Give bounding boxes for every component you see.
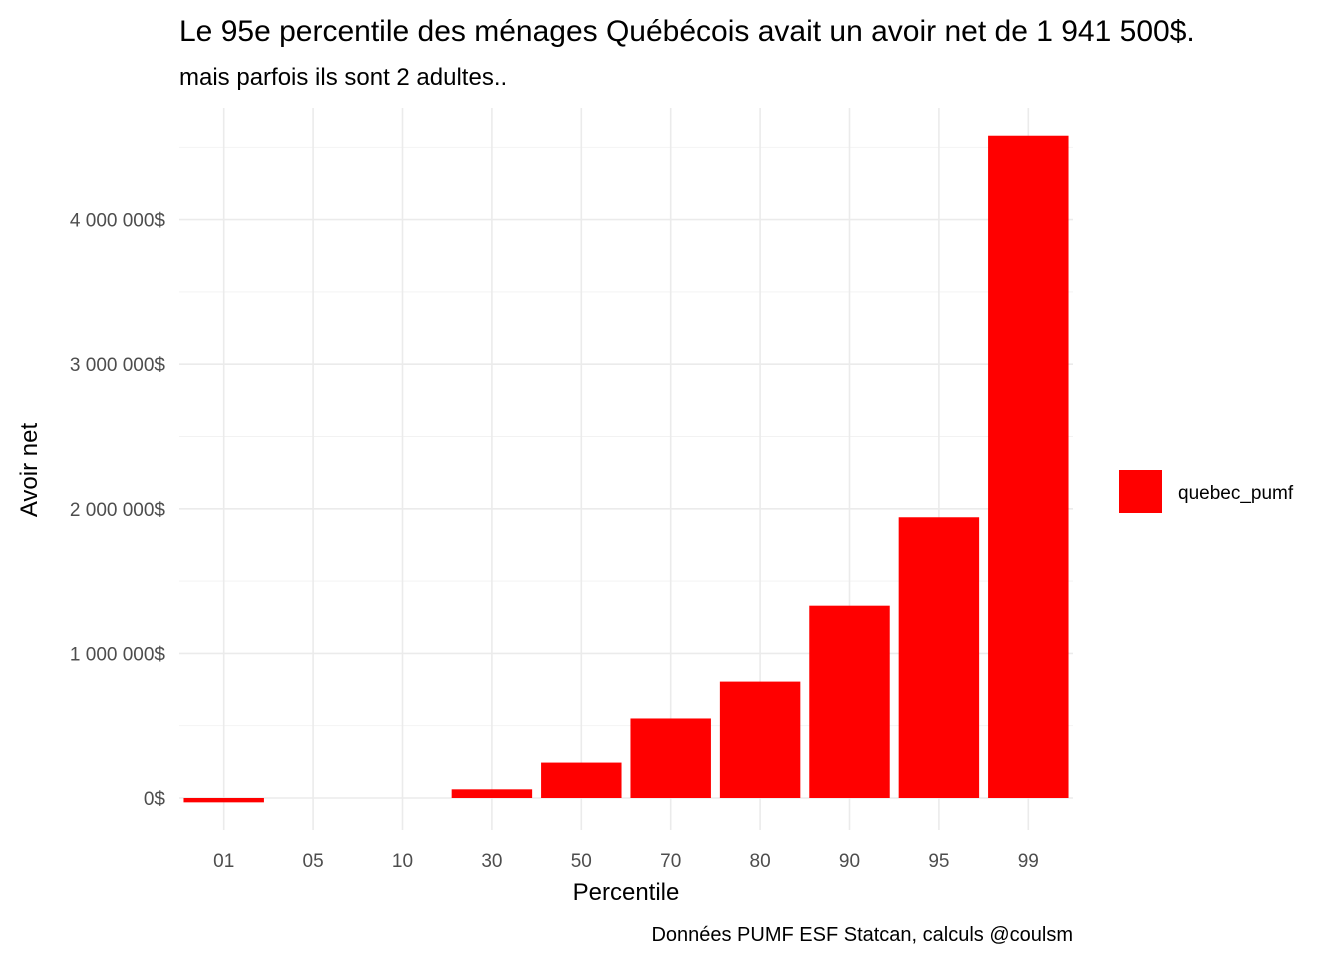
x-tick-label: 70 (660, 851, 681, 872)
x-tick-label: 30 (481, 851, 502, 872)
x-tick-label: 01 (213, 851, 234, 872)
bar (719, 681, 801, 798)
bar (898, 517, 980, 798)
bars (183, 135, 1069, 803)
gridlines (179, 108, 1073, 830)
bar (451, 789, 533, 798)
x-tick-label: 90 (839, 851, 860, 872)
y-tick-label: 1 000 000$ (70, 644, 166, 665)
x-tick-label: 50 (571, 851, 592, 872)
y-axis-title: Avoir net (16, 423, 43, 518)
x-tick-label: 10 (392, 851, 413, 872)
plot-panel (179, 108, 1073, 830)
chart-title: Le 95e percentile des ménages Québécois … (179, 15, 1195, 48)
legend: quebec_pumf (1119, 470, 1294, 513)
chart-subtitle: mais parfois ils sont 2 adultes.. (179, 64, 507, 91)
y-tick-label: 4 000 000$ (70, 211, 166, 232)
x-tick-label: 99 (1018, 851, 1039, 872)
legend-label: quebec_pumf (1178, 483, 1294, 504)
chart-caption: Données PUMF ESF Statcan, calculs @couls… (651, 924, 1073, 946)
y-axis-ticks: 0$ 1 000 000$ 2 000 000$ 3 000 000$ 4 000 00… (70, 211, 166, 810)
bar (630, 718, 711, 798)
y-tick-label: 2 000 000$ (70, 500, 166, 521)
bar (183, 798, 264, 803)
x-tick-label: 05 (303, 851, 324, 872)
y-tick-label: 0$ (144, 789, 166, 810)
x-axis-ticks: 01 05 10 30 50 70 80 90 95 99 (213, 851, 1039, 872)
y-tick-label: 3 000 000$ (70, 355, 166, 376)
x-axis-title: Percentile (573, 879, 680, 906)
legend-key (1119, 470, 1162, 513)
bar (541, 762, 622, 798)
bar (988, 135, 1069, 798)
x-tick-label: 80 (750, 851, 771, 872)
x-tick-label: 95 (928, 851, 949, 872)
bar (809, 605, 890, 798)
